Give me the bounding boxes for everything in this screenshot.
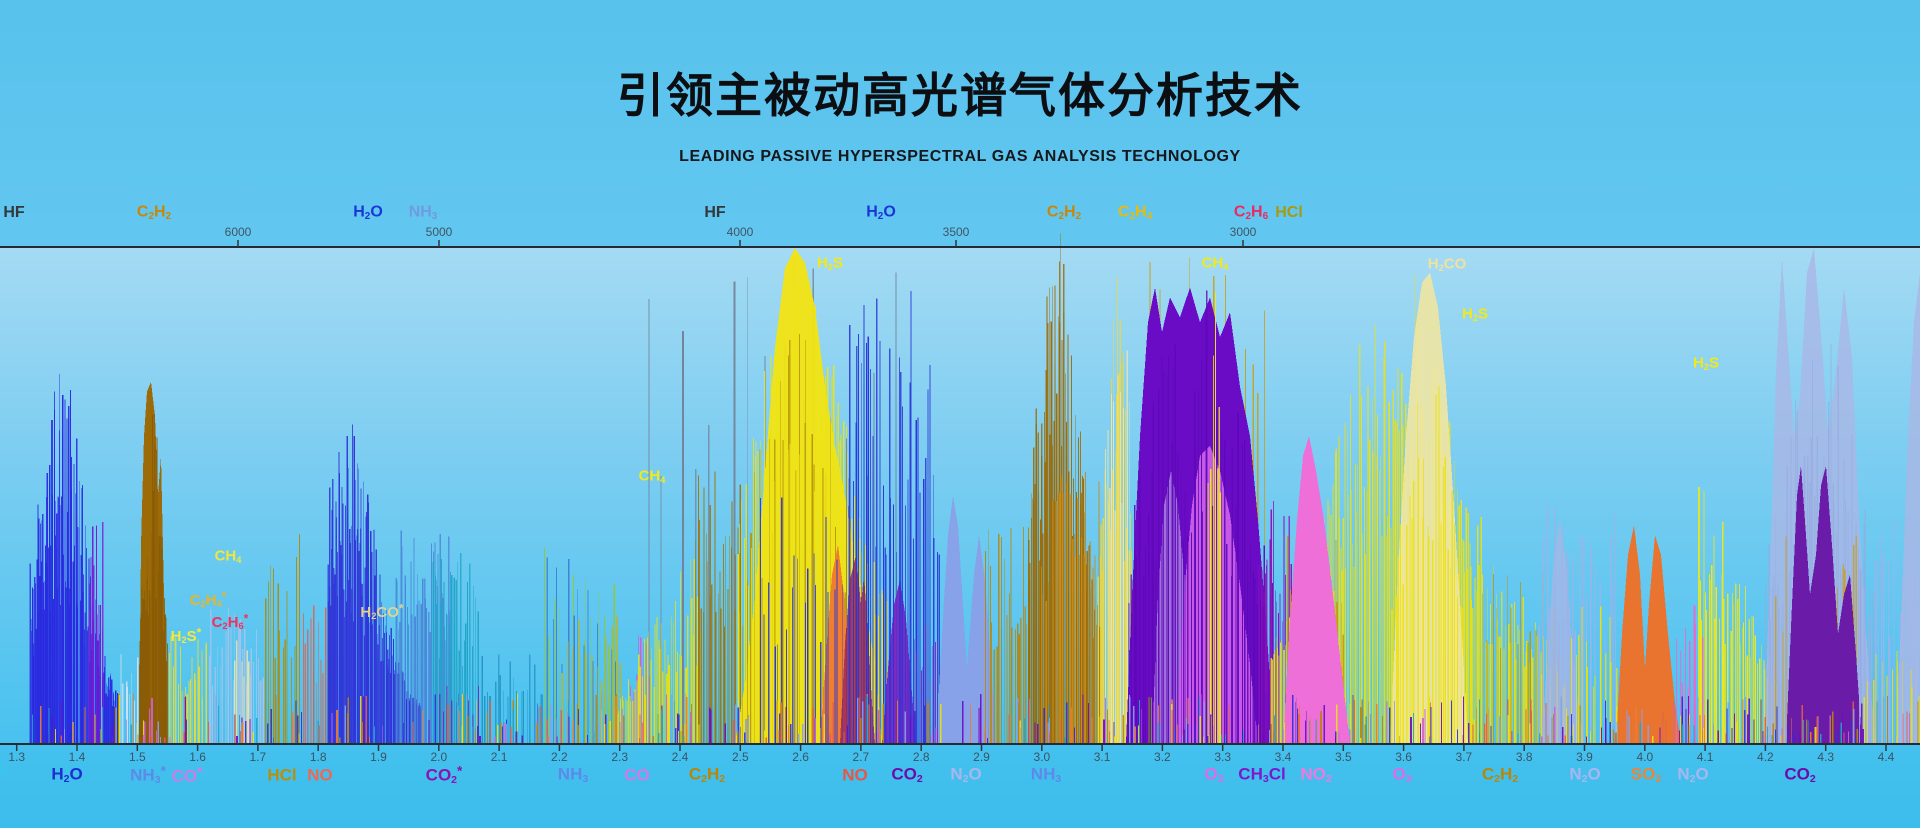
spectral-lines — [29, 233, 1920, 743]
page-subtitle: LEADING PASSIVE HYPERSPECTRAL GAS ANALYS… — [679, 147, 1241, 165]
bottom-axis-line — [0, 743, 1920, 745]
header: 引领主被动高光谱气体分析技术 LEADING PASSIVE HYPERSPEC… — [0, 0, 1920, 166]
top-axis-line — [0, 246, 1920, 248]
page-title: 引领主被动高光谱气体分析技术 — [617, 69, 1303, 122]
